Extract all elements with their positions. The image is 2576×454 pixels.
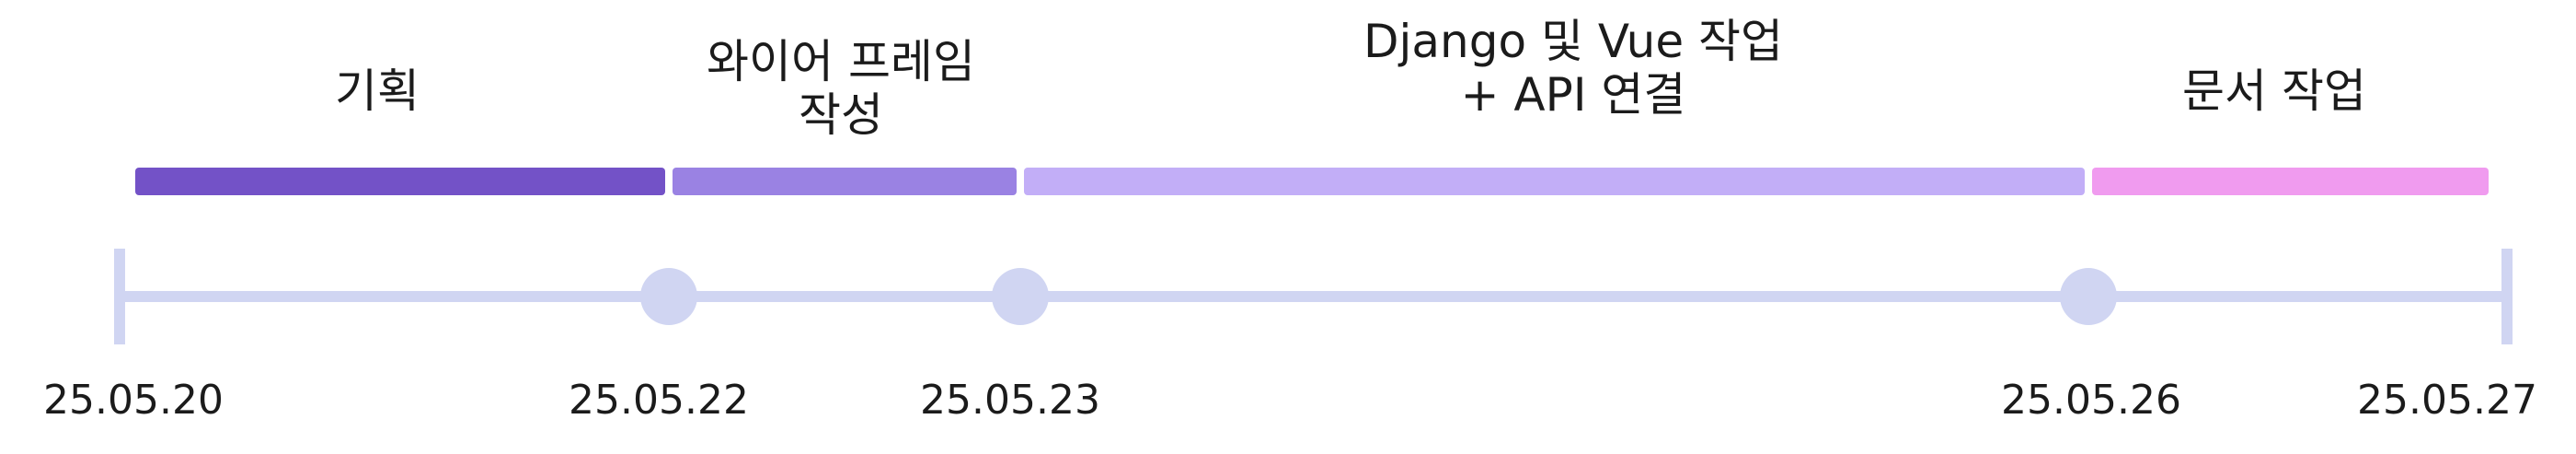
phase-bar-django-vue (1024, 168, 2085, 195)
milestone-node-0522 (640, 268, 697, 325)
date-label-0526: 25.05.26 (2001, 377, 2181, 424)
milestone-node-0526 (2060, 268, 2117, 325)
milestone-node-0523 (992, 268, 1049, 325)
phase-bar-documentation (2092, 168, 2489, 195)
timeline-axis (120, 291, 2507, 302)
phase-label-wireframe: 와이어 프레임 작성 (707, 35, 975, 142)
date-label-start: 25.05.20 (43, 377, 224, 424)
date-label-0522: 25.05.22 (569, 377, 749, 424)
phase-label-documentation: 문서 작업 (2182, 64, 2366, 118)
phase-bar-planning (135, 168, 665, 195)
date-label-end: 25.05.27 (2357, 377, 2537, 424)
phase-label-django-vue: Django 및 Vue 작업 + API 연결 (1363, 15, 1783, 122)
phase-label-planning: 기획 (335, 64, 420, 118)
timeline-end-tick (2501, 249, 2513, 344)
phase-bar-wireframe (673, 168, 1017, 195)
date-label-0523: 25.05.23 (920, 377, 1100, 424)
timeline-start-tick (114, 249, 125, 344)
